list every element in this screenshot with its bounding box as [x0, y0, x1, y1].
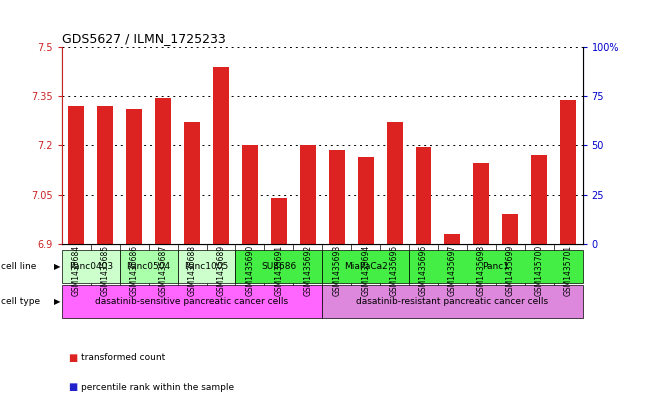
Point [245, 119, 255, 125]
Bar [387, 123, 402, 244]
Point [71, 107, 81, 113]
Bar [236, 250, 322, 283]
Text: cell type: cell type [1, 297, 40, 306]
Bar [184, 123, 200, 244]
Bar [213, 67, 229, 244]
Point [389, 115, 400, 121]
Bar [62, 250, 120, 283]
Text: ▶: ▶ [54, 262, 61, 271]
Point [419, 119, 429, 125]
Point [129, 109, 139, 115]
Point [534, 117, 544, 123]
Text: dasatinib-sensitive pancreatic cancer cells: dasatinib-sensitive pancreatic cancer ce… [96, 297, 288, 306]
Point [476, 119, 486, 125]
Bar [155, 98, 171, 244]
Text: percentile rank within the sample: percentile rank within the sample [81, 383, 234, 391]
Text: ■: ■ [68, 353, 77, 363]
Bar [561, 99, 576, 244]
Text: Panc0504: Panc0504 [126, 262, 171, 271]
Bar [357, 157, 374, 244]
Bar [322, 285, 583, 318]
Text: GDS5627 / ILMN_1725233: GDS5627 / ILMN_1725233 [62, 31, 226, 44]
Bar [62, 285, 322, 318]
Point [158, 103, 169, 109]
Bar [68, 106, 84, 244]
Point [215, 103, 226, 109]
Bar [415, 147, 432, 244]
Bar [322, 250, 409, 283]
Point [447, 130, 458, 137]
Bar [271, 198, 287, 244]
Text: ▶: ▶ [54, 297, 61, 306]
Bar [126, 109, 142, 244]
Bar [120, 250, 178, 283]
Text: Panc1: Panc1 [482, 262, 509, 271]
Point [563, 103, 574, 109]
Bar [409, 250, 583, 283]
Bar [178, 250, 236, 283]
Bar [503, 214, 518, 244]
Bar [329, 151, 344, 244]
Bar [300, 145, 316, 244]
Text: Panc1005: Panc1005 [184, 262, 229, 271]
Bar [531, 155, 547, 244]
Text: transformed count: transformed count [81, 353, 165, 362]
Point [505, 127, 516, 133]
Point [331, 123, 342, 129]
Bar [242, 145, 258, 244]
Point [187, 115, 197, 121]
Bar [97, 106, 113, 244]
Point [303, 119, 313, 125]
Text: ■: ■ [68, 382, 77, 392]
Text: MiaPaCa2: MiaPaCa2 [344, 262, 387, 271]
Point [361, 127, 371, 133]
Bar [473, 163, 490, 244]
Text: cell line: cell line [1, 262, 36, 271]
Bar [445, 234, 460, 244]
Text: SU8686: SU8686 [261, 262, 296, 271]
Text: dasatinib-resistant pancreatic cancer cells: dasatinib-resistant pancreatic cancer ce… [356, 297, 549, 306]
Text: Panc0403: Panc0403 [69, 262, 113, 271]
Point [100, 107, 111, 113]
Point [273, 132, 284, 139]
